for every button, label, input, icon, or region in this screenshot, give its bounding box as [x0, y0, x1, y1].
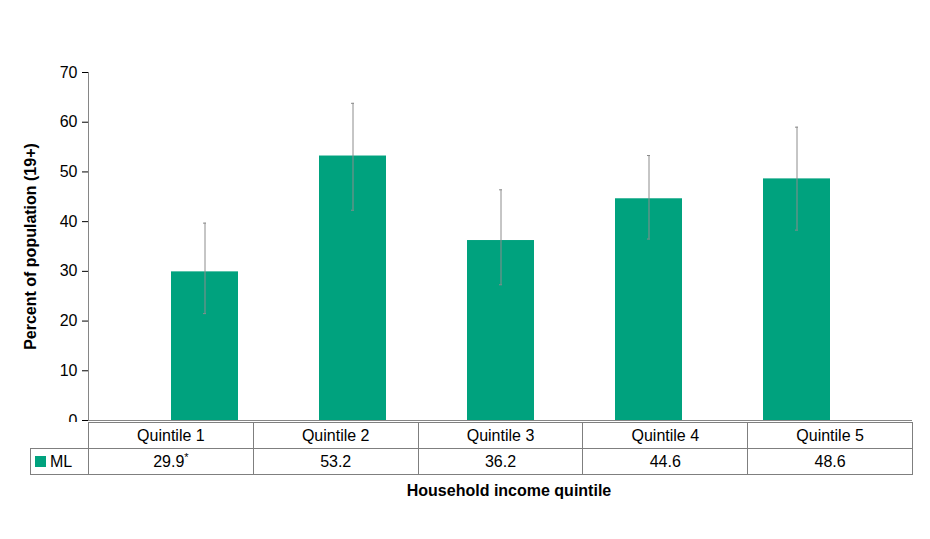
- html-text:36.2: 36.2: [484, 452, 517, 470]
- svg-text:70: 70: [60, 64, 78, 81]
- svg-text:40: 40: [60, 213, 78, 230]
- html-text:Quintile 5: Quintile 5: [796, 426, 864, 444]
- svg-text:20: 20: [60, 312, 78, 329]
- svg-text:60: 60: [60, 113, 78, 130]
- html-text:Quintile 3: Quintile 3: [466, 426, 535, 444]
- html-text:Quintile 1: Quintile 1: [137, 426, 205, 444]
- svg-text:50: 50: [60, 163, 78, 180]
- html-text:Quintile 4: Quintile 4: [631, 426, 700, 444]
- html-text:Household income quintile: Household income quintile: [406, 482, 612, 499]
- html-text:29.9*: 29.9*: [153, 451, 189, 471]
- html-text:44.6: 44.6: [649, 452, 681, 470]
- html-text:Quintile 2: Quintile 2: [301, 426, 370, 444]
- html-text:ML: ML: [50, 452, 73, 470]
- svg-text:0: 0: [69, 412, 78, 422]
- html-text:48.6: 48.6: [814, 452, 846, 470]
- svg-text:30: 30: [60, 262, 78, 279]
- svg-text:Percent of population (19+): Percent of population (19+): [22, 143, 39, 350]
- html-text:53.2: 53.2: [320, 452, 352, 470]
- svg-text:10: 10: [60, 362, 78, 379]
